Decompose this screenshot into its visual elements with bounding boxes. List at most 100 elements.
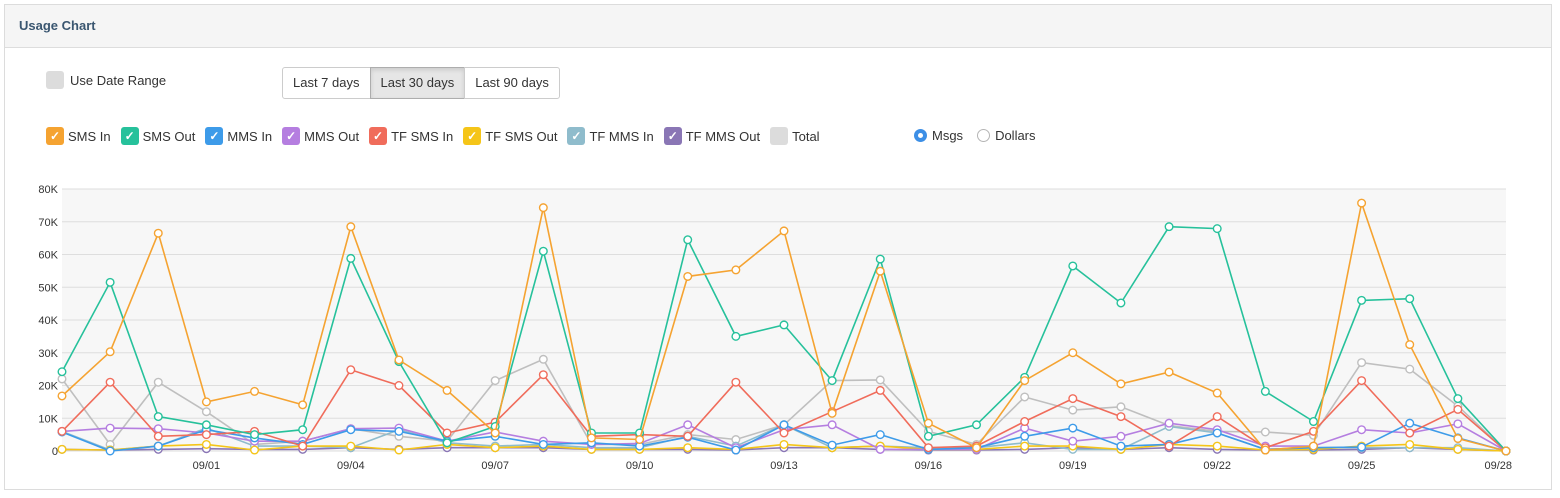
data-point xyxy=(1068,261,1078,271)
data-point xyxy=(201,439,211,449)
data-point xyxy=(346,222,356,232)
y-tick-label: 70K xyxy=(38,217,58,229)
data-point xyxy=(490,428,500,438)
data-point xyxy=(201,407,211,417)
data-point xyxy=(779,320,789,330)
data-point xyxy=(153,377,163,387)
data-point xyxy=(153,431,163,441)
legend-label: MMS In xyxy=(227,128,273,144)
use-date-range-checkbox[interactable]: Use Date Range xyxy=(46,70,166,90)
legend-total[interactable]: Total xyxy=(770,127,820,145)
check-icon: ✓ xyxy=(369,127,388,145)
data-point xyxy=(346,253,356,263)
data-point xyxy=(538,246,548,256)
last-90-days-button[interactable]: Last 90 days xyxy=(464,67,560,99)
legend-label: Total xyxy=(792,128,820,144)
legend-label: TF SMS In xyxy=(391,128,454,144)
data-point xyxy=(827,440,837,450)
data-point xyxy=(250,430,260,440)
data-point xyxy=(442,438,452,448)
data-point xyxy=(683,271,693,281)
data-point xyxy=(298,400,308,410)
legend-sms-out[interactable]: ✓ SMS Out xyxy=(120,127,195,145)
radio-unselected-icon xyxy=(977,129,991,142)
data-point xyxy=(1357,376,1367,386)
y-tick-label: 30K xyxy=(38,348,58,360)
x-tick-label: 09/04 xyxy=(337,460,365,472)
data-point xyxy=(1068,348,1078,358)
y-tick-label: 10K xyxy=(38,413,58,425)
range-button-group: Last 7 days Last 30 days Last 90 days xyxy=(282,67,560,99)
data-point xyxy=(1405,364,1415,374)
data-point xyxy=(394,426,404,436)
data-point xyxy=(586,433,596,443)
series-legend: ✓ SMS In ✓ SMS Out ✓ MMS In ✓ MMS Out ✓ TF SMS In… xyxy=(46,126,830,146)
legend-tf-sms-out[interactable]: ✓ TF SMS Out xyxy=(463,127,557,145)
data-point xyxy=(731,377,741,387)
data-point xyxy=(57,444,67,454)
y-tick-label: 40K xyxy=(38,315,58,327)
data-point xyxy=(57,391,67,401)
data-point xyxy=(250,386,260,396)
legend-mms-out[interactable]: ✓ MMS Out xyxy=(282,127,359,145)
data-point xyxy=(538,354,548,364)
data-point xyxy=(1020,441,1030,451)
check-icon: ✓ xyxy=(463,127,482,145)
legend-label: TF MMS Out xyxy=(685,128,761,144)
x-tick-label: 09/10 xyxy=(626,460,654,472)
legend-label: TF MMS In xyxy=(589,128,654,144)
data-point xyxy=(1068,405,1078,415)
x-tick-label: 09/22 xyxy=(1203,460,1231,472)
data-point xyxy=(1068,423,1078,433)
data-point xyxy=(1212,388,1222,398)
panel-header: Usage Chart xyxy=(5,5,1551,48)
data-point xyxy=(1357,358,1367,368)
legend-sms-in[interactable]: ✓ SMS In xyxy=(46,127,111,145)
data-point xyxy=(923,431,933,441)
legend-label: MMS Out xyxy=(304,128,360,144)
data-point xyxy=(1308,417,1318,427)
last-30-days-button[interactable]: Last 30 days xyxy=(369,67,466,99)
data-point xyxy=(875,375,885,385)
data-point xyxy=(394,355,404,365)
legend-tf-mms-out[interactable]: ✓ TF MMS Out xyxy=(663,127,761,145)
legend-mms-in[interactable]: ✓ MMS In xyxy=(205,127,272,145)
data-point xyxy=(1405,340,1415,350)
msgs-radio[interactable]: Msgs xyxy=(914,128,963,143)
data-point xyxy=(298,425,308,435)
data-point xyxy=(731,265,741,275)
data-point xyxy=(1164,222,1174,232)
check-icon: ✓ xyxy=(120,127,139,145)
data-point xyxy=(1212,428,1222,438)
msgs-radio-label: Msgs xyxy=(932,128,964,143)
data-point xyxy=(1260,386,1270,396)
data-point xyxy=(923,443,933,453)
data-point xyxy=(1357,295,1367,305)
data-point xyxy=(1212,412,1222,422)
data-point xyxy=(105,377,115,387)
data-point xyxy=(153,228,163,238)
data-point xyxy=(442,385,452,395)
data-point xyxy=(105,347,115,357)
data-point xyxy=(1405,294,1415,304)
data-point xyxy=(875,430,885,440)
data-point xyxy=(1453,444,1463,454)
data-point xyxy=(346,425,356,435)
data-point xyxy=(346,365,356,375)
data-point xyxy=(1453,419,1463,429)
check-icon: ✓ xyxy=(567,127,586,145)
data-point xyxy=(1116,431,1126,441)
dollars-radio[interactable]: Dollars xyxy=(977,128,1036,143)
data-point xyxy=(827,420,837,430)
data-point xyxy=(972,443,982,453)
data-point xyxy=(1357,442,1367,452)
y-tick-label: 0 xyxy=(52,446,58,458)
legend-tf-sms-in[interactable]: ✓ TF SMS In xyxy=(369,127,453,145)
data-point xyxy=(827,376,837,386)
data-point xyxy=(490,376,500,386)
legend-tf-mms-in[interactable]: ✓ TF MMS In xyxy=(567,127,654,145)
data-point xyxy=(1453,434,1463,444)
last-7-days-button[interactable]: Last 7 days xyxy=(282,67,371,99)
data-point xyxy=(875,266,885,276)
data-point xyxy=(1020,431,1030,441)
